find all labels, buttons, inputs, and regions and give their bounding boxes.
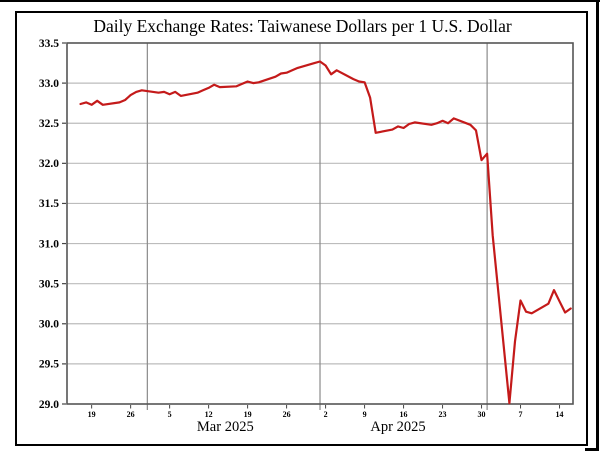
x-axis-tick-label: 19	[244, 410, 252, 419]
x-axis-labels: 19 26 5 12 19 26 2 9 16 23 30 7 14	[88, 410, 564, 419]
x-axis-tick-label: 23	[439, 410, 447, 419]
y-axis-label: 29.5	[39, 359, 59, 371]
y-axis-label: 32.0	[39, 158, 59, 170]
x-axis-tick-label: 14	[556, 410, 564, 419]
y-axis-label: 33.0	[39, 78, 59, 90]
y-axis-label: 32.5	[39, 118, 59, 130]
y-axis-label: 33.5	[39, 38, 59, 50]
x-axis-tick-label: 16	[400, 410, 408, 419]
y-axis-label: 31.0	[39, 238, 59, 250]
plot-border	[66, 42, 574, 405]
image-top-border	[0, 0, 600, 2]
y-axis-label: 30.0	[39, 319, 59, 331]
x-axis-tick-label: 19	[88, 410, 96, 419]
x-axis-tick-label: 7	[519, 410, 523, 419]
y-axis-label: 30.5	[39, 278, 59, 290]
x-axis-tick-label: 30	[478, 410, 486, 419]
chart-title: Daily Exchange Rates: Taiwanese Dollars …	[93, 16, 512, 36]
x-axis-tick-label: 26	[283, 410, 291, 419]
month-dividers	[146, 43, 488, 410]
axis-ticks	[62, 42, 561, 409]
y-axis-label: 31.5	[39, 198, 59, 210]
y-axis-label: 29.0	[39, 399, 59, 411]
exchange-rate-line	[79, 60, 572, 405]
image-right-border	[596, 0, 599, 451]
x-axis-tick-label: 12	[205, 410, 213, 419]
month-labels: Mar 2025 Apr 2025	[197, 419, 426, 435]
image-corner-border	[585, 448, 599, 451]
month-label: Mar 2025	[197, 419, 254, 435]
x-axis-tick-label: 5	[168, 410, 172, 419]
x-axis-tick-label: 2	[324, 410, 328, 419]
month-label: Apr 2025	[370, 419, 425, 435]
x-axis-tick-label: 9	[363, 410, 367, 419]
x-axis-tick-label: 26	[127, 410, 135, 419]
y-axis-labels: 33.5 33.0 32.5 32.0 31.5 31.0 30.5 30.0 29.5 29.0	[39, 38, 59, 411]
